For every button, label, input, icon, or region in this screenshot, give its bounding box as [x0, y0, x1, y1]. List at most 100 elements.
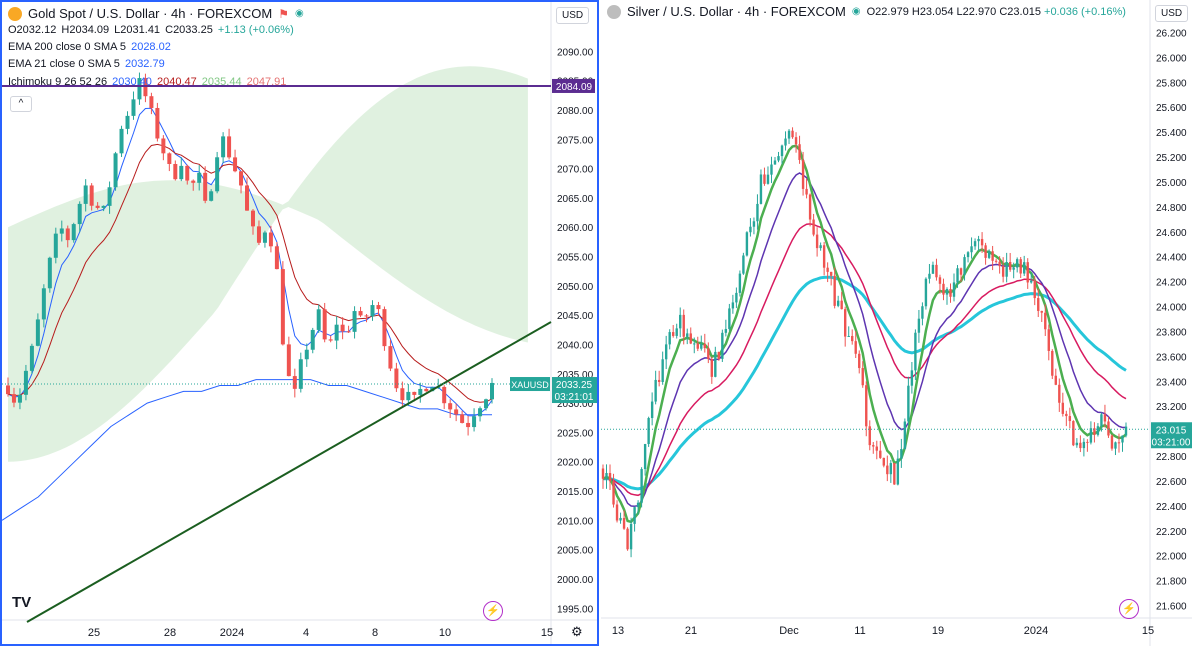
gold-candle-body	[358, 311, 363, 316]
gold-low: L2031.41	[114, 24, 161, 36]
gold-lightning-icon[interactable]: ⚡	[483, 601, 503, 621]
silver-candle-body	[791, 130, 794, 138]
silver-high: H23.054	[911, 5, 954, 18]
silver-chart-title[interactable]: Silver / U.S. Dollar · 4h · FOREXCOM	[627, 4, 846, 19]
silver-candle-body	[622, 517, 626, 529]
gold-ema200-legend[interactable]: EMA 200 close 0 SMA 5 2028.02	[8, 41, 171, 53]
silver-lightning-icon[interactable]: ⚡	[1119, 599, 1139, 619]
gold-candle-body	[17, 394, 22, 403]
silver-candle-body	[675, 328, 678, 336]
gold-candle-body	[316, 309, 321, 330]
gold-chart[interactable]: 2090.002085.002080.002075.002070.002065.…	[2, 2, 597, 644]
gold-y-tick-label: 2080.00	[557, 106, 594, 117]
silver-candle-body	[1023, 262, 1026, 274]
silver-candle-body	[1030, 280, 1033, 283]
gold-settings-gear-icon[interactable]: ⚙	[571, 624, 583, 639]
silver-candle-body	[787, 130, 791, 139]
silver-candle-body	[928, 273, 931, 279]
gold-candle-body	[161, 138, 166, 154]
gold-candle-body	[149, 96, 154, 108]
silver-candle-body	[935, 264, 938, 278]
silver-chart[interactable]: 26.200 26.000 25.800 25.600 25.400 25.200 25.0…	[601, 0, 1192, 646]
gold-candle-body	[245, 185, 250, 211]
silver-chart-pane[interactable]: 26.200 26.000 25.800 25.600 25.400 25.200 25.0…	[601, 0, 1192, 646]
silver-y-tick-label: 24.400	[1156, 253, 1187, 264]
silver-candle-body	[914, 332, 917, 371]
silver-candle-body	[1114, 442, 1117, 449]
gold-x-tick-label: 28	[164, 627, 176, 639]
gold-candle-body	[101, 205, 106, 208]
silver-candle-body	[731, 302, 735, 309]
silver-candle-body	[861, 368, 864, 386]
gold-candle-body	[298, 359, 303, 389]
silver-x-tick-label: 15	[1142, 625, 1154, 637]
gold-currency-button[interactable]: USD	[556, 7, 590, 24]
silver-low: L22.970	[956, 5, 997, 18]
silver-candle-body	[742, 255, 745, 274]
gold-hline-tag	[552, 78, 595, 93]
legend-collapse-button[interactable]: ^	[10, 96, 32, 112]
gold-y-tick-label: 2015.00	[557, 487, 594, 498]
silver-currency-button[interactable]: USD	[1155, 5, 1189, 22]
silver-candle-body	[693, 343, 696, 345]
silver-candle-body	[921, 306, 924, 319]
gold-candle-body	[340, 324, 345, 332]
silver-candle-body	[858, 353, 861, 369]
gold-ema21-legend[interactable]: EMA 21 close 0 SMA 5 2032.79	[8, 58, 165, 70]
silver-candle-body	[1117, 442, 1121, 444]
gold-candle-body	[478, 408, 483, 417]
silver-candle-body	[833, 275, 836, 306]
gold-candle-body	[424, 388, 429, 392]
gold-candle-body	[41, 288, 46, 320]
silver-y-tick-label: 25.000	[1156, 178, 1187, 189]
gold-y-tick-label: 2005.00	[557, 546, 594, 557]
silver-candle-body	[1047, 329, 1050, 351]
silver-candle-body	[903, 421, 907, 449]
gold-y-tick-label: 2045.00	[557, 311, 594, 322]
silver-x-tick-label: 13	[612, 625, 624, 637]
gold-candle-body	[466, 422, 471, 428]
silver-candle-body	[917, 318, 921, 333]
gold-candle-body	[286, 344, 291, 377]
silver-candle-body	[1107, 421, 1110, 436]
silver-candle-body	[977, 238, 980, 242]
gold-candle-body	[83, 185, 88, 204]
silver-candle-body	[829, 271, 833, 276]
silver-price-tag	[1151, 422, 1192, 449]
silver-candle-body	[1001, 266, 1005, 277]
silver-y-tick-label: 21.600	[1156, 602, 1187, 613]
silver-candle-body	[801, 159, 805, 189]
silver-candle-body	[851, 335, 854, 342]
gold-candle-body	[262, 232, 267, 243]
silver-candle-body	[973, 241, 977, 247]
gold-flag-icon[interactable]: ⚑	[278, 6, 289, 21]
silver-candle-body	[1082, 441, 1086, 449]
silver-y-tick-label: 23.800	[1156, 327, 1187, 338]
gold-candle-body	[143, 78, 148, 97]
gold-kijun-line	[7, 143, 493, 403]
silver-y-tick-label: 25.800	[1156, 78, 1187, 89]
gold-candle-body	[328, 339, 333, 341]
silver-y-tick-label: 23.200	[1156, 402, 1187, 413]
gold-chart-pane[interactable]: 2090.002085.002080.002075.002070.002065.…	[0, 0, 599, 646]
silver-candle-body	[714, 351, 717, 377]
silver-candle-body	[815, 234, 819, 249]
silver-candle-body	[994, 260, 998, 262]
gold-symbol-icon	[8, 6, 22, 21]
gold-trend-line	[26, 321, 552, 623]
gold-candle-body	[95, 205, 100, 208]
silver-candle-body	[1037, 298, 1040, 311]
tradingview-logo[interactable]: TV	[12, 594, 32, 611]
gold-candle-body	[454, 409, 459, 415]
silver-candle-body	[1086, 441, 1089, 443]
silver-candle-body	[763, 174, 766, 184]
silver-candle-body	[717, 351, 721, 359]
silver-candle-body	[822, 245, 826, 268]
gold-ichimoku-legend[interactable]: Ichimoku 9 26 52 26 2030.40 2040.47 2035…	[8, 76, 286, 88]
gold-candle-body	[382, 309, 387, 347]
silver-candle-body	[615, 504, 619, 521]
silver-candle-body	[1033, 280, 1036, 299]
silver-candle-body	[1054, 375, 1057, 385]
gold-candle-body	[173, 163, 178, 180]
gold-chart-title[interactable]: Gold Spot / U.S. Dollar · 4h · FOREXCOM	[28, 6, 273, 21]
